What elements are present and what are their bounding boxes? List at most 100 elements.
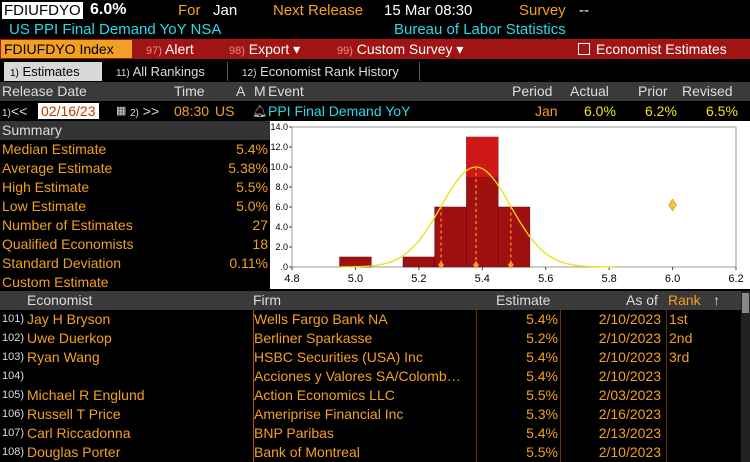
economist-name[interactable]: Ryan Wang — [27, 349, 100, 365]
tab-estimates[interactable]: 1) Estimates — [4, 62, 102, 81]
estimate-value: 5.5% — [526, 387, 558, 403]
col-asof[interactable]: As of — [626, 292, 658, 308]
tab-label: Estimates — [22, 64, 80, 79]
table-row[interactable]: 102) Uwe Duerkop Berliner Sparkasse 5.2% 2/1… — [0, 329, 750, 348]
summary-title-row: Summary — [0, 121, 270, 140]
estimate-marker-diamond — [438, 261, 445, 269]
economist-label: Economist Estimates — [596, 41, 727, 57]
col-firm[interactable]: Firm — [253, 292, 281, 308]
alert-label: Alert — [165, 41, 194, 57]
rank-value: 3rd — [669, 349, 690, 365]
firm-name[interactable]: BNP Paribas — [253, 424, 476, 443]
economist-name[interactable]: Uwe Duerkop — [27, 330, 112, 346]
summary-value: 0.11% — [229, 255, 268, 271]
table-row[interactable]: 106) Russell T Price Ameriprise Financial … — [0, 405, 750, 424]
y-tick-label: 4.0 — [275, 222, 288, 232]
x-tick-label: 4.8 — [284, 273, 299, 285]
release-prior: 6.2% — [645, 103, 677, 119]
x-tick-label: 5.0 — [348, 273, 363, 285]
economist-name[interactable]: Michael R Englund — [27, 387, 145, 403]
table-row[interactable]: 101) Jay H Bryson Wells Fargo Bank NA 5.4% 2… — [0, 310, 750, 329]
y-tick-label: .0 — [280, 262, 288, 272]
tab-economist-rank-history[interactable]: 12) Economist Rank History — [236, 62, 420, 81]
column-divider — [560, 405, 561, 424]
table-row[interactable]: 103) Ryan Wang HSBC Securities (USA) Inc 5.… — [0, 348, 750, 367]
tab-num: 12) — [242, 68, 257, 79]
rank-value: 1st — [669, 311, 688, 327]
bell-icon[interactable]: 🔔︎ — [252, 104, 268, 118]
estimate-value: 5.2% — [526, 330, 558, 346]
col-revised: Revised — [682, 83, 733, 99]
economist-name[interactable]: Jay H Bryson — [27, 311, 111, 327]
column-divider — [666, 424, 667, 443]
summary-row: Standard Deviation 0.11% — [0, 254, 270, 273]
table-row[interactable]: 108) Douglas Porter Bank of Montreal 5.5% 2/… — [0, 443, 750, 462]
tab-label: Economist Rank History — [260, 64, 399, 79]
column-divider — [666, 405, 667, 424]
economist-name[interactable]: Russell T Price — [27, 406, 121, 422]
estimate-value: 5.4% — [526, 349, 558, 365]
economist-name[interactable]: Douglas Porter — [27, 444, 121, 460]
custom-num: 99) — [337, 45, 353, 57]
summary-label: Median Estimate — [2, 141, 107, 157]
summary-value: 5.38% — [228, 160, 268, 176]
next-date-button[interactable]: 2) >> — [130, 101, 159, 124]
column-divider — [560, 443, 561, 462]
col-rank[interactable]: Rank — [668, 292, 701, 308]
tab-bar: 1) Estimates 11) All Rankings 12) Econom… — [0, 62, 750, 82]
firm-name[interactable]: HSBC Securities (USA) Inc — [253, 348, 476, 367]
row-number: 103) — [2, 351, 25, 363]
calendar-icon[interactable]: ▦ — [116, 105, 127, 117]
table-row[interactable]: 105) Michael R Englund Action Economics LL… — [0, 386, 750, 405]
date-input[interactable]: 02/16/23 — [38, 103, 99, 119]
security-header: FDIUFDYO 6.0% For Jan Next Release 15 Ma… — [0, 0, 750, 22]
release-period: Jan — [535, 103, 558, 119]
firm-name[interactable]: Acciones y Valores SA/Colomb… — [253, 367, 476, 386]
table-row[interactable]: 107) Carl Riccadonna BNP Paribas 5.4% 2/13/2… — [0, 424, 750, 443]
tab-all-rankings[interactable]: 11) All Rankings — [110, 62, 228, 81]
scrollbar[interactable] — [741, 291, 750, 462]
col-release-date: Release Date — [2, 83, 87, 99]
col-event: Event — [268, 83, 304, 99]
x-tick-label: 5.4 — [475, 273, 490, 285]
sort-up-icon[interactable]: ↑ — [713, 292, 720, 308]
release-event[interactable]: PPI Final Demand YoY — [268, 103, 411, 119]
scroll-thumb[interactable] — [742, 293, 749, 313]
firm-name[interactable]: Action Economics LLC — [253, 386, 476, 405]
column-divider — [666, 386, 667, 405]
alert-num: 97) — [146, 45, 162, 57]
next-num: 2) — [130, 108, 139, 119]
row-number: 101) — [2, 313, 25, 325]
firm-name[interactable]: Berliner Sparkasse — [253, 329, 476, 348]
col-estimate[interactable]: Estimate — [496, 292, 551, 308]
release-header: Release Date Time A M Event Period Actua… — [0, 82, 750, 101]
firm-name[interactable]: Ameriprise Financial Inc — [253, 405, 476, 424]
summary-label: Standard Deviation — [2, 255, 122, 271]
summary-label: Low Estimate — [2, 198, 87, 214]
row-number: 108) — [2, 446, 25, 458]
summary-label: Number of Estimates — [2, 217, 133, 233]
table-row[interactable]: 104) Acciones y Valores SA/Colomb… 5.4% 2/1… — [0, 367, 750, 386]
prev-date-button[interactable]: 1)<< — [2, 101, 27, 124]
economist-estimates-button[interactable]: Economist Estimates — [578, 39, 727, 59]
estimate-value: 5.4% — [526, 425, 558, 441]
asof-date: 2/10/2023 — [598, 330, 661, 346]
export-button[interactable]: 98) Export ▾ — [229, 39, 300, 61]
ticker-index-box[interactable]: FDIUFDYO Index — [1, 40, 132, 58]
firm-name[interactable]: Wells Fargo Bank NA — [253, 310, 476, 329]
economist-name[interactable]: Carl Riccadonna — [27, 425, 131, 441]
alert-button[interactable]: 97) Alert — [146, 39, 194, 61]
column-divider — [476, 348, 477, 367]
prev-arrows: << — [10, 103, 28, 119]
summary-row: Median Estimate 5.4% — [0, 140, 270, 159]
summary-panel: Summary Median Estimate 5.4% Average Esti… — [0, 121, 270, 291]
custom-survey-button[interactable]: 99) Custom Survey ▾ — [337, 39, 463, 61]
col-economist[interactable]: Economist — [27, 292, 93, 308]
column-divider — [476, 443, 477, 462]
y-tick-label: 14.0 — [270, 122, 288, 132]
histogram-bar — [339, 256, 372, 268]
col-a: A — [236, 83, 246, 99]
firm-name[interactable]: Bank of Montreal — [253, 443, 476, 462]
column-divider — [666, 367, 667, 386]
summary-row: Custom Estimate — [0, 273, 270, 292]
